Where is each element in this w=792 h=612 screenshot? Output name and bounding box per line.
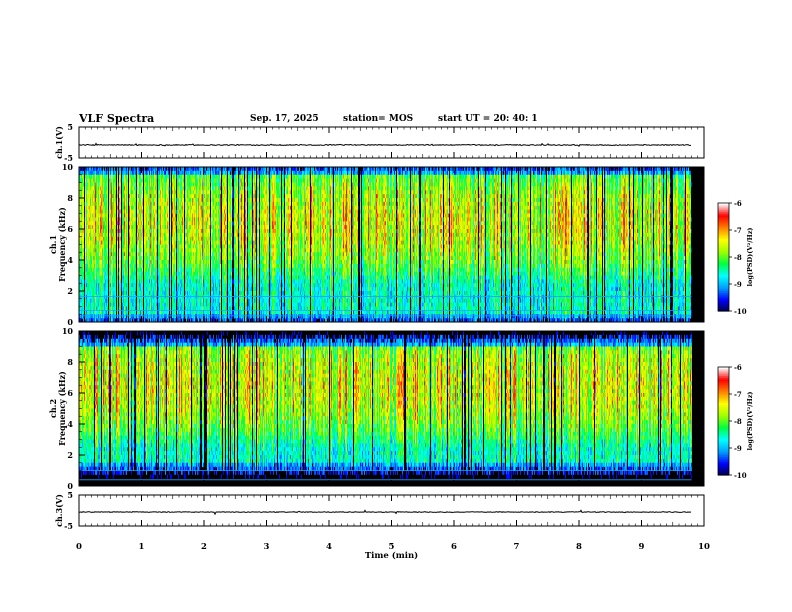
colorbar-tick-label: -8 bbox=[734, 417, 742, 426]
colorbar-tick-label: -9 bbox=[734, 444, 742, 453]
y-tick-label: 2 bbox=[67, 450, 73, 460]
colorbar-tick-label: -7 bbox=[734, 226, 742, 235]
x-tick-label: 3 bbox=[264, 542, 270, 552]
colorbar-label: log(PSD)(V²/Hz) bbox=[746, 392, 754, 451]
y-tick-label: 4 bbox=[67, 419, 73, 429]
waveform-trace bbox=[79, 144, 691, 147]
y-tick-label: 10 bbox=[62, 162, 74, 172]
colorbar-tick-label: -6 bbox=[734, 363, 742, 372]
colorbar: -6 -7 -8 -9 -10 log(PSD)(V²/Hz) bbox=[718, 363, 754, 480]
x-tick-label: 8 bbox=[576, 542, 582, 552]
x-tick-label: 2 bbox=[201, 542, 207, 552]
y-tick-label: 6 bbox=[67, 388, 73, 398]
waveform-trace bbox=[79, 510, 691, 514]
y-tick-label: 10 bbox=[62, 326, 74, 336]
x-tick-label: 9 bbox=[639, 542, 645, 552]
spectrogram-cells bbox=[79, 331, 692, 479]
frequency-axis-label: Frequency (kHz) bbox=[57, 207, 67, 282]
colorbar-tick-label: -10 bbox=[734, 307, 747, 316]
waveform-axis-label: ch.3(V) bbox=[54, 494, 64, 527]
colorbar: -6 -7 -8 -9 -10 log(PSD)(V²/Hz) bbox=[718, 199, 754, 316]
colorbar-tick-label: -8 bbox=[734, 253, 742, 262]
colorbar-tick-label: -10 bbox=[734, 471, 747, 480]
x-axis-label: Time (min) bbox=[365, 550, 418, 561]
frequency-axis-label: Frequency (kHz) bbox=[57, 371, 67, 446]
y-tick-label: 5 bbox=[67, 490, 73, 500]
colorbar-tick-label: -7 bbox=[734, 390, 742, 399]
y-tick-label: 8 bbox=[67, 357, 73, 367]
y-tick-label: 8 bbox=[67, 193, 73, 203]
y-tick-label: 6 bbox=[67, 224, 73, 234]
waveform-axis-label: ch.1(V) bbox=[54, 126, 64, 159]
y-tick-label: 4 bbox=[67, 255, 73, 265]
colorbar-tick-label: -6 bbox=[734, 199, 742, 208]
x-tick-label: 10 bbox=[698, 542, 710, 552]
y-tick-label: 5 bbox=[67, 122, 73, 132]
x-tick-label: 0 bbox=[76, 542, 82, 552]
spectrogram-cells bbox=[79, 167, 692, 323]
y-tick-label: 2 bbox=[67, 286, 73, 296]
x-tick-label: 1 bbox=[139, 542, 145, 552]
x-tick-label: 4 bbox=[326, 542, 332, 552]
vlf-spectra-figure: 5-5ch.1(V)0246810ch.1 Frequency (kHz)-6-7… bbox=[0, 0, 792, 612]
y-tick-label: -5 bbox=[64, 521, 73, 531]
colorbar-label: log(PSD)(V²/Hz) bbox=[746, 228, 754, 287]
x-tick-label: 6 bbox=[451, 542, 457, 552]
x-tick-label: 7 bbox=[514, 542, 520, 552]
colorbar-tick-label: -9 bbox=[734, 280, 742, 289]
